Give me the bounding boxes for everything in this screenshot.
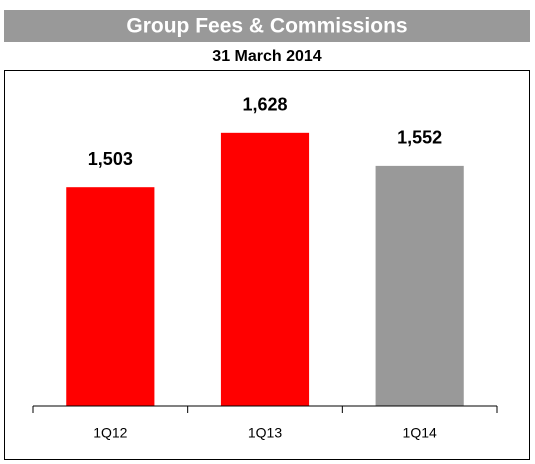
chart-title: Group Fees & Commissions bbox=[126, 15, 407, 38]
value-label: 1,552 bbox=[397, 128, 442, 148]
bar bbox=[375, 165, 464, 406]
bar bbox=[220, 132, 310, 406]
value-label: 1,628 bbox=[242, 95, 287, 115]
plot-frame bbox=[4, 70, 530, 460]
x-tick-label: 1Q12 bbox=[93, 425, 127, 441]
x-tick-label: 1Q13 bbox=[248, 425, 282, 441]
chart-subtitle: 31 March 2014 bbox=[212, 48, 322, 65]
value-label: 1,503 bbox=[88, 149, 133, 169]
bar bbox=[66, 187, 155, 406]
x-tick-label: 1Q14 bbox=[403, 425, 437, 441]
title-band bbox=[4, 10, 530, 42]
